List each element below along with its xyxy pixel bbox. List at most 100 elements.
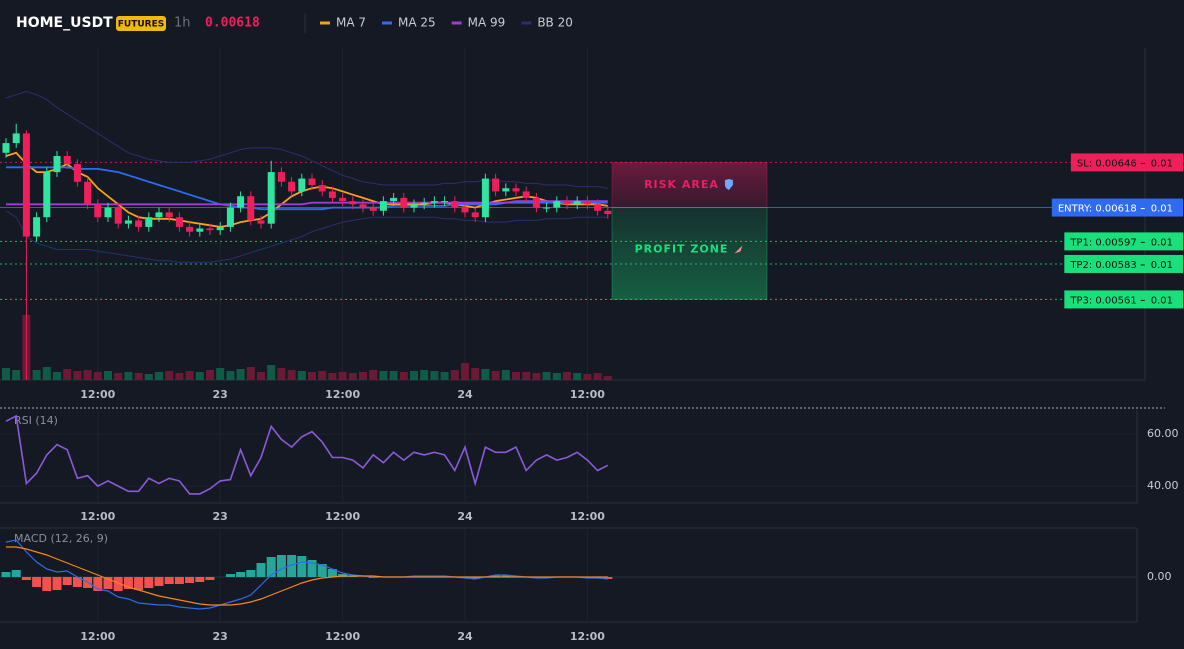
histogram-bar xyxy=(134,577,144,590)
candle-body xyxy=(481,178,489,218)
candle-body xyxy=(145,217,153,227)
level-label: TP3: 0.00561 xyxy=(1069,295,1136,306)
volume-bar xyxy=(389,371,398,380)
histogram-bar xyxy=(123,577,133,589)
candle-body xyxy=(257,220,265,224)
macd-line xyxy=(6,546,608,606)
histogram-bar xyxy=(103,577,113,589)
x-tick-label: 24 xyxy=(457,630,473,643)
volume-bar xyxy=(410,371,418,380)
volume-bar xyxy=(338,372,347,380)
volume-bar xyxy=(236,369,245,380)
volume-bar xyxy=(144,374,153,380)
legend-label: MA 7 xyxy=(336,16,366,30)
histogram-bar xyxy=(113,577,123,591)
volume-bar xyxy=(267,365,276,380)
y-tick-label: 40.00 xyxy=(1147,479,1179,492)
volume-bar xyxy=(399,372,408,380)
volume-bar xyxy=(257,372,265,380)
candle-body xyxy=(165,212,173,218)
level-qty: 0.01 xyxy=(1151,260,1173,271)
histogram-bar xyxy=(225,574,235,577)
zone-label: PROFIT ZONE xyxy=(635,242,729,255)
candle-body xyxy=(502,188,510,192)
candle-body xyxy=(543,207,551,209)
legend-label: MA 99 xyxy=(468,16,506,30)
y-tick-label: 0.00 xyxy=(1147,570,1172,583)
histogram-bar xyxy=(276,555,286,577)
histogram-bar xyxy=(307,560,317,577)
zone xyxy=(611,207,768,300)
histogram-bar xyxy=(32,577,42,587)
x-tick-label: 12:00 xyxy=(80,388,115,401)
volume-bar xyxy=(155,372,163,380)
histogram-bar xyxy=(62,577,72,585)
volume-bar xyxy=(481,369,490,380)
candle-body xyxy=(175,217,183,227)
volume-bar xyxy=(542,372,551,380)
histogram-bar xyxy=(266,557,276,577)
histogram-bar xyxy=(185,577,195,583)
volume-bar xyxy=(216,368,225,380)
candle-body xyxy=(471,212,479,218)
volume-bar xyxy=(185,371,194,380)
level-tag xyxy=(1051,198,1183,217)
level-tag xyxy=(1064,290,1183,309)
candle-body xyxy=(318,184,326,192)
candle-body xyxy=(247,196,255,221)
volume-bar xyxy=(42,367,51,380)
volume-bar xyxy=(308,372,316,380)
histogram-bar xyxy=(11,570,21,577)
volume-bar xyxy=(297,371,306,380)
volume-bar xyxy=(104,371,112,380)
volume-bar xyxy=(53,372,61,380)
histogram-bar xyxy=(256,563,266,577)
candle-body xyxy=(308,178,316,185)
volume-bar xyxy=(379,371,388,380)
candle-body xyxy=(2,143,10,153)
volume-bar xyxy=(175,373,184,380)
candle-body xyxy=(359,204,367,208)
histogram-bar xyxy=(42,577,52,591)
candle-body xyxy=(522,191,530,198)
candle-body xyxy=(441,201,449,203)
histogram-bar xyxy=(327,569,337,577)
histogram-bar xyxy=(195,577,205,582)
x-tick-label: 12:00 xyxy=(325,388,360,401)
legend-label: MA 25 xyxy=(398,16,436,30)
rocket-icon xyxy=(734,245,743,254)
histogram-bar xyxy=(1,572,11,577)
last-price: 0.00618 xyxy=(205,16,260,31)
volume-bar xyxy=(440,372,449,380)
volume-bar xyxy=(450,370,459,380)
candle-body xyxy=(12,133,20,144)
volume-bar xyxy=(461,363,469,380)
x-tick-label: 24 xyxy=(457,510,473,523)
histogram-bar xyxy=(470,577,480,579)
rsi-line xyxy=(5,414,609,495)
candle-body xyxy=(512,188,520,192)
histogram-bar xyxy=(205,577,215,580)
candle-body xyxy=(390,197,398,202)
candle-body xyxy=(583,201,591,205)
volume-bar xyxy=(83,370,92,380)
volume-bar xyxy=(226,371,235,380)
level-label: TP1: 0.00597 xyxy=(1069,237,1136,248)
histogram-bar xyxy=(164,577,174,584)
candle-body xyxy=(400,197,408,208)
volume-bar xyxy=(522,372,531,380)
histogram-bar xyxy=(21,577,31,580)
histogram-bar xyxy=(144,577,154,588)
volume-bar xyxy=(532,373,541,380)
volume-bar xyxy=(328,373,337,380)
candle-body xyxy=(532,197,540,208)
volume-bar xyxy=(501,370,510,380)
volume-bar xyxy=(114,373,123,380)
candle-body xyxy=(155,212,163,218)
x-tick-label: 12:00 xyxy=(570,510,605,523)
candle-body xyxy=(94,204,102,218)
candle-body xyxy=(22,133,30,237)
volume-bar xyxy=(593,373,602,380)
